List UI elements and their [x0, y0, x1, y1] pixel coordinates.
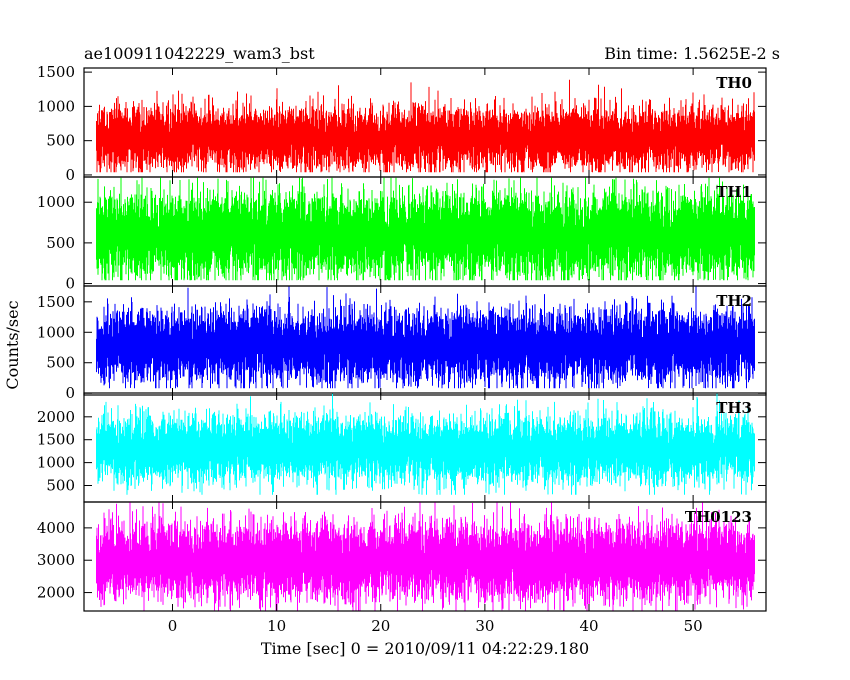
y-tick-label: 500: [46, 234, 75, 252]
y-tick-label: 1000: [37, 193, 75, 211]
y-tick-label: 500: [46, 132, 75, 150]
panel-th0123: 2000 3000 4000 TH0123: [37, 501, 767, 612]
panel-label-th3: TH3: [716, 399, 752, 417]
panel-frame: [83, 285, 767, 396]
y-tick-label: 1500: [37, 63, 75, 81]
y-tick-label: 4000: [37, 519, 75, 537]
series-line-th3: [96, 393, 755, 495]
panel-th0: 0 500 1000 1500 TH0: [37, 63, 767, 184]
x-tick-label: 20: [371, 617, 390, 635]
x-axis-label: Time [sec] 0 = 2010/09/11 04:22:29.180: [261, 639, 589, 658]
y-tick-label: 0: [65, 166, 75, 184]
y-tick-label: 1500: [37, 293, 75, 311]
panel-th2: 0 500 1000 1500 TH2: [37, 285, 767, 402]
x-tick-label: 30: [475, 617, 494, 635]
chart-title-left: ae100911042229_wam3_bst: [84, 44, 315, 63]
y-tick-label: 1500: [37, 431, 75, 449]
series-line-th0123: [96, 502, 755, 611]
y-tick-label: 500: [46, 354, 75, 372]
x-tick-label: 10: [267, 617, 286, 635]
x-tick-label: 0: [168, 617, 178, 635]
y-tick-label: 1000: [37, 454, 75, 472]
series-line-th2: [96, 286, 755, 389]
y-tick-label: 1000: [37, 97, 75, 115]
series-line-th0: [96, 79, 755, 173]
y-tick-label: 2000: [37, 408, 75, 426]
panel-label-th2: TH2: [716, 292, 752, 310]
panel-label-th1: TH1: [716, 183, 752, 201]
panel-label-th0123: TH0123: [685, 508, 752, 526]
panel-label-th0: TH0: [716, 74, 752, 92]
y-tick-label: 500: [46, 477, 75, 495]
series-line-th1: [96, 177, 755, 281]
y-tick-label: 2000: [37, 584, 75, 602]
panel-th1: 0 500 1000 TH1: [37, 176, 767, 293]
panel-frame: [83, 501, 767, 612]
x-tick-label: 40: [579, 617, 598, 635]
y-tick-label: 3000: [37, 551, 75, 569]
chart-title-right: Bin time: 1.5625E-2 s: [604, 44, 780, 63]
y-axis-label: Counts/sec: [3, 300, 22, 389]
y-tick-label: 0: [65, 384, 75, 402]
y-tick-label: 0: [65, 275, 75, 293]
x-tick-label: 50: [684, 617, 703, 635]
panel-th3: 500 1000 1500 2000 TH3: [37, 392, 767, 503]
y-tick-label: 1000: [37, 323, 75, 341]
